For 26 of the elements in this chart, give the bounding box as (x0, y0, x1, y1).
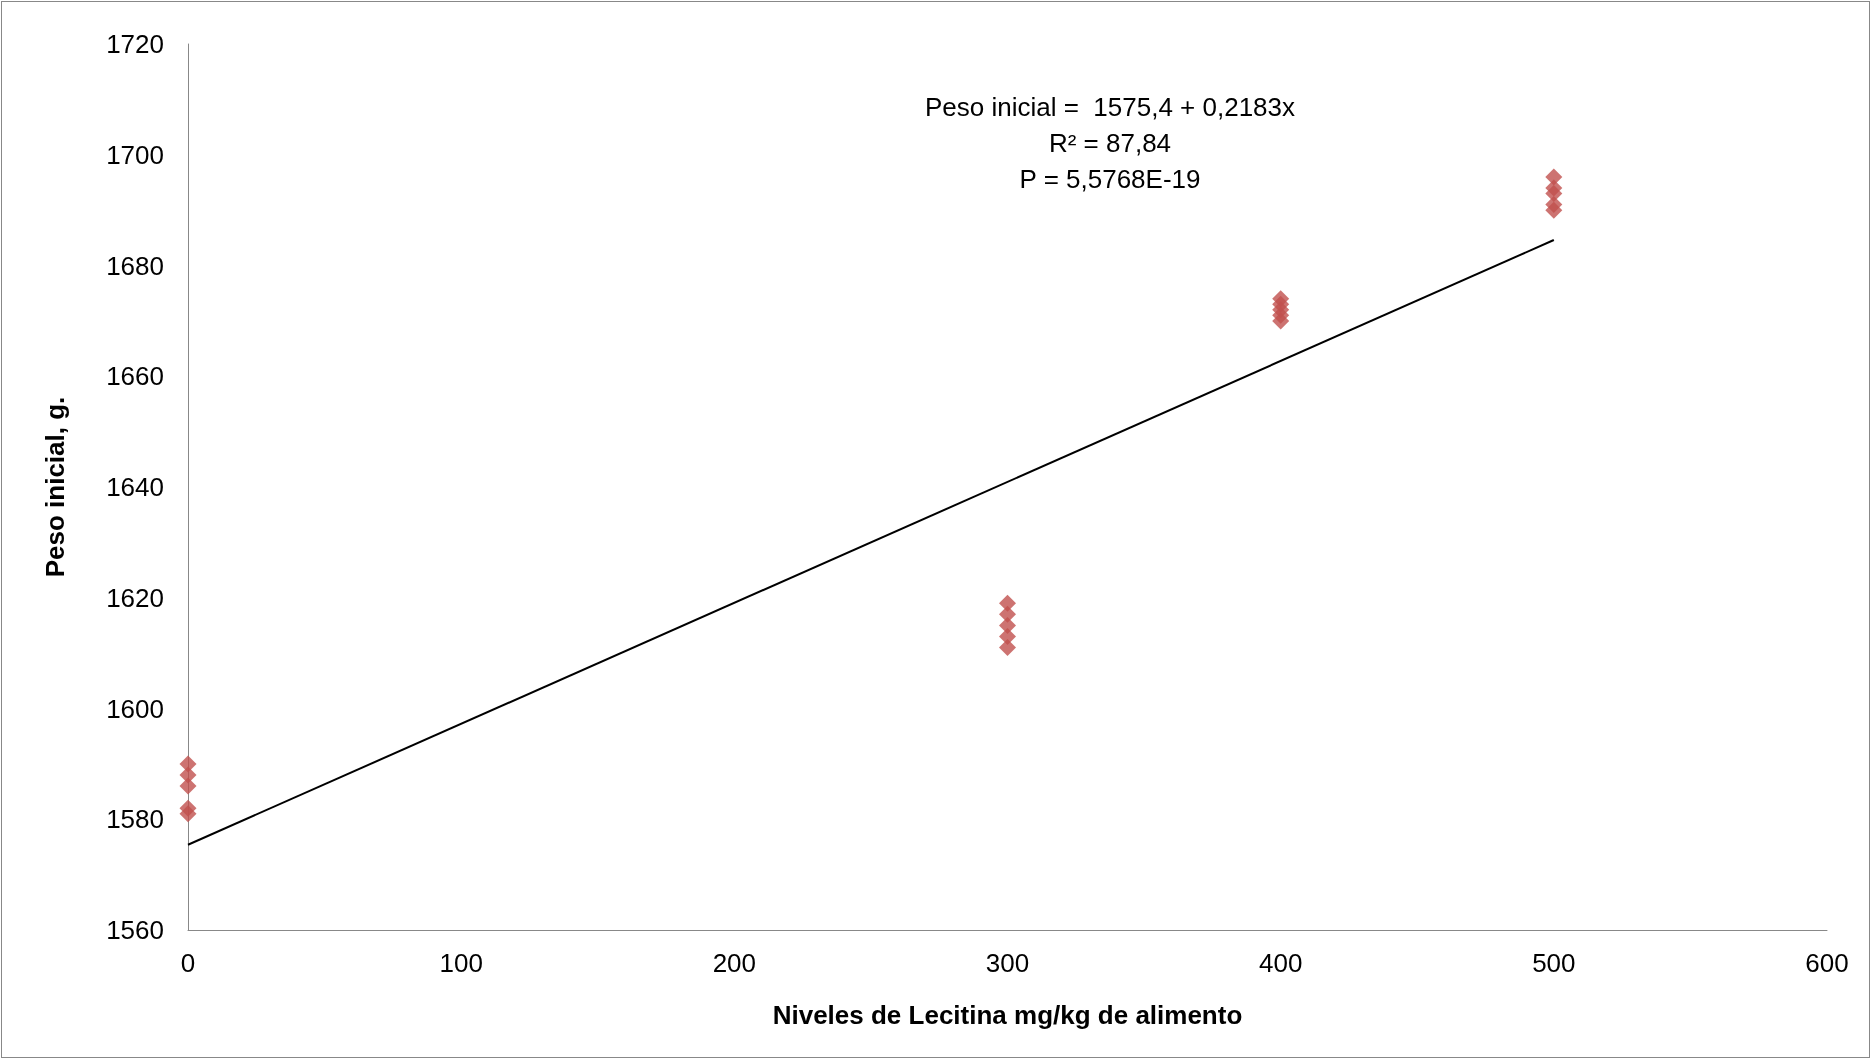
point (179, 777, 197, 795)
y-tick-label: 1640 (106, 472, 164, 502)
x-tick-label: 0 (180, 948, 196, 978)
annotation: Peso inicial = 1575,4 + 0,2183x (924, 92, 1296, 122)
x-tick-label: 300 (985, 948, 1030, 978)
point (179, 805, 197, 823)
y-tick-label: 1580 (106, 804, 164, 835)
point (1545, 201, 1563, 219)
point (999, 639, 1016, 657)
y-axis-title: Peso inicial, g. (40, 396, 70, 578)
annotation: R² = 87,84 (1048, 128, 1172, 158)
x-tick-label: 200 (712, 948, 757, 978)
annotation: P = 5,5768E-19 (1019, 164, 1201, 194)
x-tick-label: 600 (1805, 948, 1849, 978)
y-tick-label: 1700 (106, 139, 164, 170)
y-tick-label: 1680 (106, 250, 164, 281)
x-tick-label: 100 (439, 948, 483, 978)
y-tick-label: 1560 (106, 915, 164, 945)
y-tick-label: 1660 (106, 361, 164, 392)
y-tick-label: 1600 (106, 693, 164, 724)
y-tick-label: 1620 (106, 582, 164, 613)
point (1272, 312, 1290, 330)
x-tick-label: 500 (1532, 948, 1576, 978)
x-axis-title: Niveles de Lecitina mg/kg de alimento (772, 1000, 1243, 1030)
y-tick-label: 1720 (106, 29, 164, 59)
x-tick-label: 400 (1258, 948, 1303, 978)
